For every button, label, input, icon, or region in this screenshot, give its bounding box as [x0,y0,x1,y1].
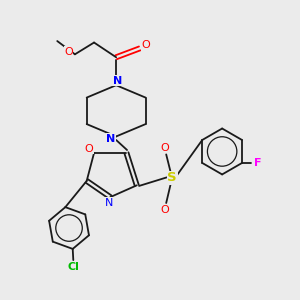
Text: Cl: Cl [68,262,79,272]
Text: F: F [254,158,261,168]
Text: N: N [113,76,122,86]
Text: O: O [160,143,169,153]
Text: S: S [167,172,177,184]
Text: O: O [84,143,93,154]
Text: O: O [64,47,73,57]
Text: O: O [142,40,151,50]
Text: N: N [106,134,116,143]
Text: N: N [105,198,113,208]
Text: O: O [160,206,169,215]
